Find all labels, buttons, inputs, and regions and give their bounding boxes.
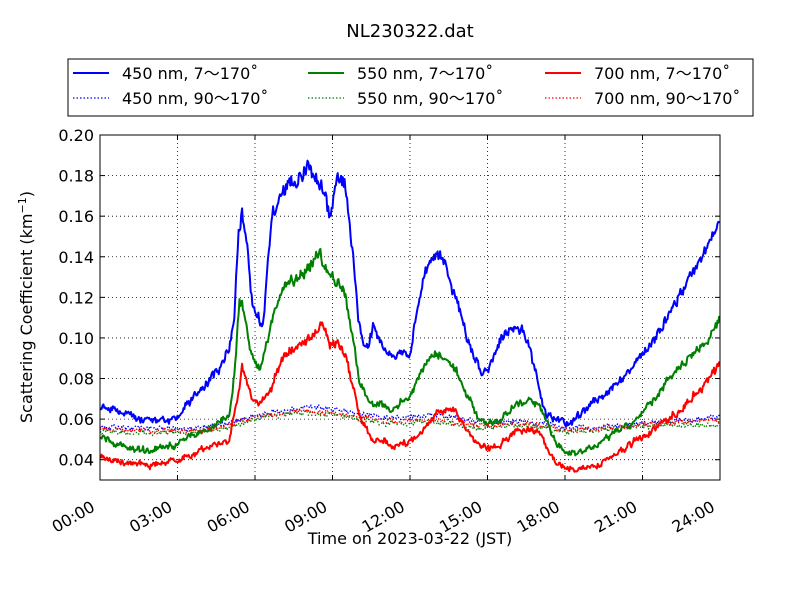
legend-label-2: 550 nm, 7～170˚ [357,64,493,83]
series-group [100,159,720,473]
plot-frame [99,134,721,481]
legend-label-5: 700 nm, 90～170˚ [594,89,740,108]
x-tick-label: 06:00 [204,497,253,537]
x-axis-label: Time on 2023-03-22 (JST) [307,529,512,548]
legend-label-0: 450 nm, 7～170˚ [122,64,258,83]
series-line-4 [100,321,720,473]
legend-label-1: 450 nm, 90～170˚ [122,89,268,108]
chart-title: NL230322.dat [346,21,473,42]
y-axis-label-main: Scattering Coefficient (km [17,213,36,423]
y-axis-label-close: ) [17,191,36,197]
x-tick-label: 18:00 [514,497,563,537]
y-tick-label: 0.04 [58,451,94,470]
series-line-0 [100,159,720,428]
legend-frame [67,58,754,117]
legend-label-4: 700 nm, 7～170˚ [594,64,730,83]
y-tick-label: 0.06 [58,410,94,429]
legend: 450 nm, 7～170˚ 450 nm, 90～170˚ 550 nm, 7～1… [67,58,754,117]
series-line-1 [100,404,720,433]
y-tick-label: 0.16 [58,207,94,226]
x-tick-label: 00:00 [49,497,98,537]
x-tick-label: 24:00 [669,497,718,537]
x-tick-label: 21:00 [591,497,640,537]
series-line-3 [100,409,720,437]
y-tick-label: 0.10 [58,329,94,348]
y-axis-label: Scattering Coefficient (km−1) [16,191,36,423]
y-tick-label: 0.20 [58,126,94,145]
y-tick-label: 0.12 [58,288,94,307]
y-tick-label: 0.18 [58,167,94,186]
series-line-5 [100,408,720,435]
legend-label-3: 550 nm, 90～170˚ [357,89,503,108]
x-tick-label: 03:00 [126,497,175,537]
y-tick-label: 0.14 [58,248,94,267]
tick-labels: 00:00 03:00 06:00 09:00 12:00 15:00 18:00 21:00… [49,126,718,537]
y-tick-label: 0.08 [58,370,94,389]
y-axis-label-exponent: −1 [16,197,29,213]
